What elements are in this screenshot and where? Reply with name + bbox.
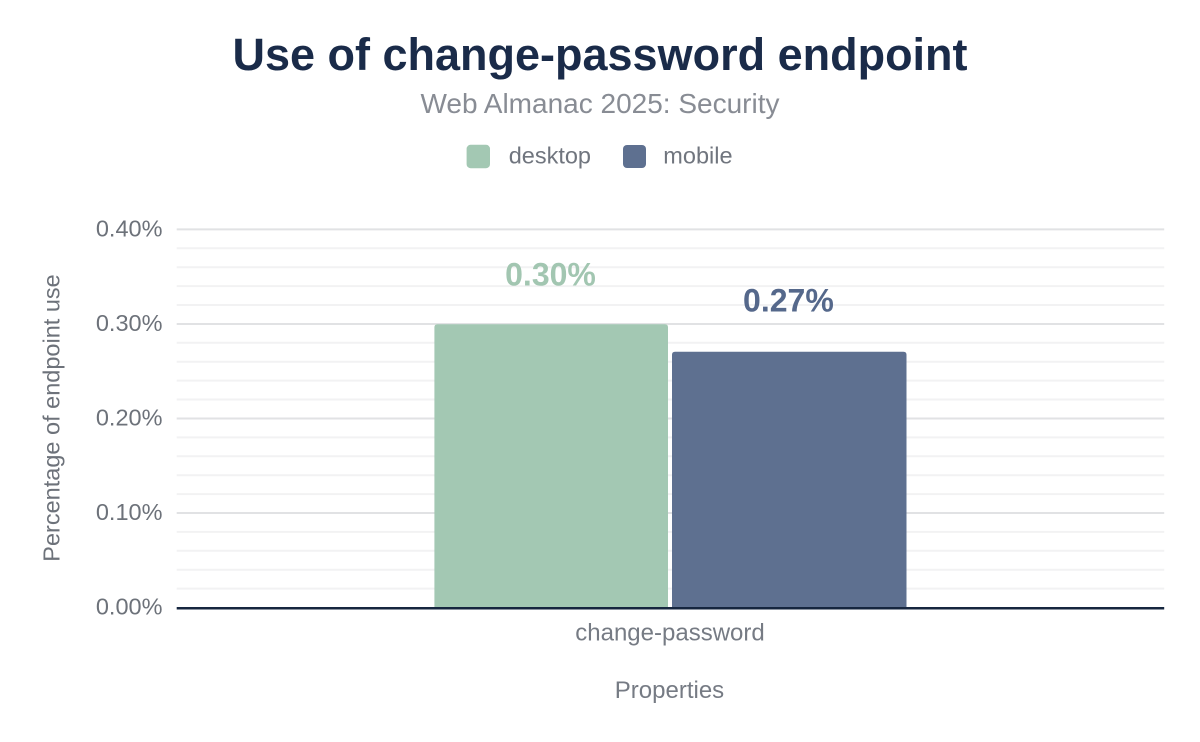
svg-text:0.10%: 0.10% <box>96 499 163 525</box>
svg-text:desktop: desktop <box>509 143 591 169</box>
svg-text:Web Almanac 2025: Security: Web Almanac 2025: Security <box>420 88 779 119</box>
svg-text:Percentage of endpoint use: Percentage of endpoint use <box>39 274 65 561</box>
svg-text:0.30%: 0.30% <box>505 256 596 292</box>
svg-text:0.30%: 0.30% <box>96 310 163 336</box>
svg-text:mobile: mobile <box>663 143 732 169</box>
svg-text:Use of change-password endpoin: Use of change-password endpoint <box>232 29 967 80</box>
svg-text:change-password: change-password <box>575 620 764 647</box>
svg-text:Properties: Properties <box>615 677 724 704</box>
svg-text:0.40%: 0.40% <box>96 215 163 241</box>
svg-text:0.00%: 0.00% <box>96 594 163 620</box>
svg-text:0.27%: 0.27% <box>743 282 834 318</box>
svg-text:0.20%: 0.20% <box>96 405 163 431</box>
